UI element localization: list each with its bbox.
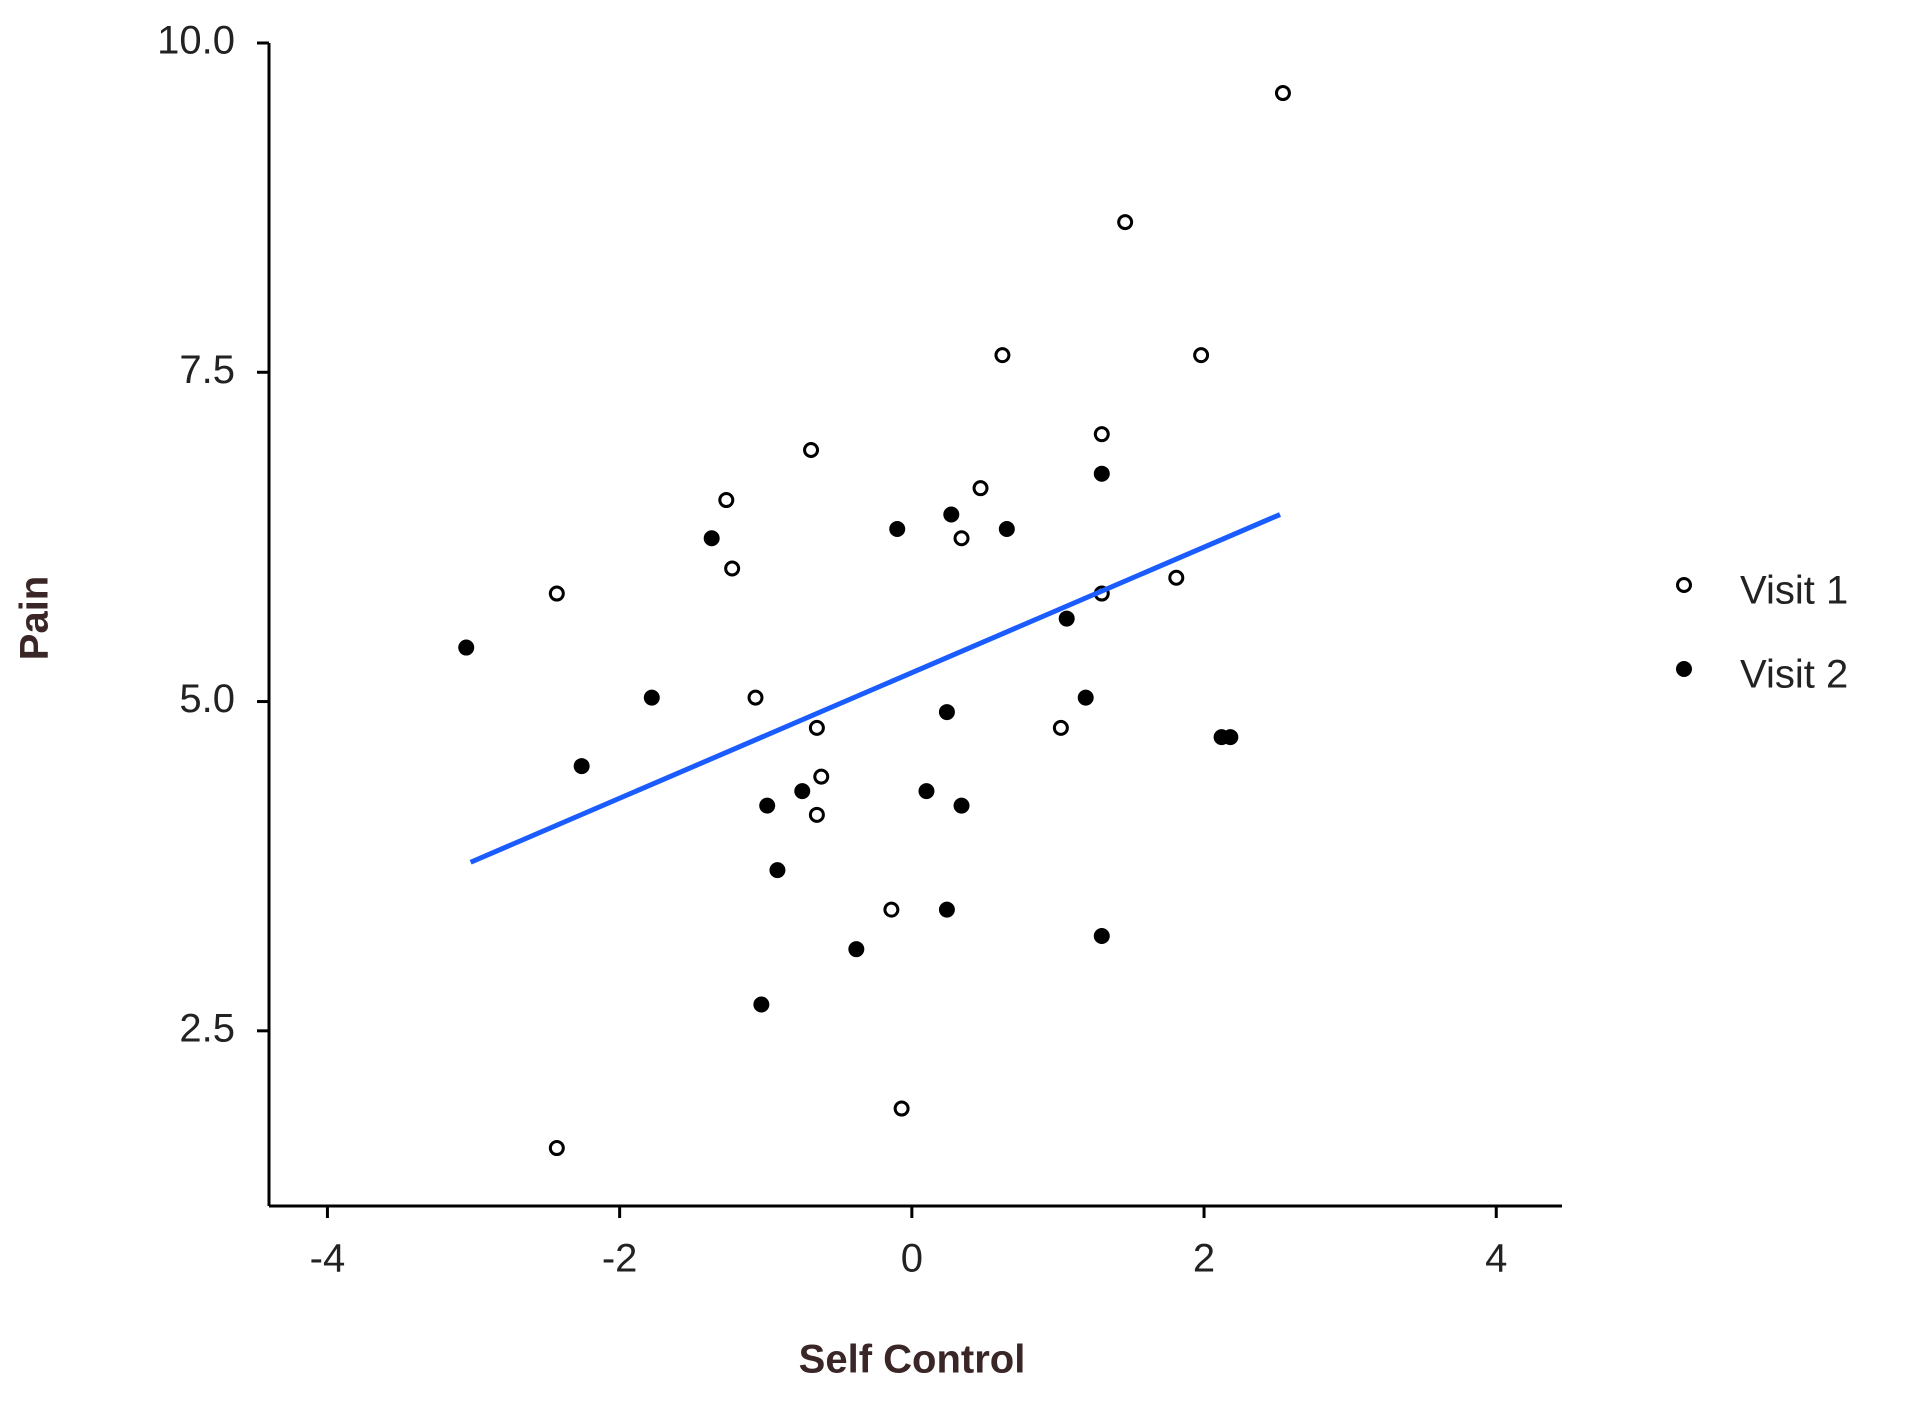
trend-line <box>469 512 1282 865</box>
open-point <box>724 560 741 577</box>
filled-point <box>1093 465 1110 482</box>
y-tick-label: 7.5 <box>179 348 235 392</box>
filled-point <box>703 530 720 547</box>
open-point <box>1117 214 1134 231</box>
filled-point <box>643 689 660 706</box>
open-point <box>972 480 989 497</box>
filled-point <box>1093 927 1110 944</box>
legend-marker <box>1676 661 1692 677</box>
x-tick-label: 4 <box>1485 1237 1507 1281</box>
y-axis-label: Pain <box>13 576 57 660</box>
filled-point <box>753 996 770 1013</box>
filled-point <box>794 783 811 800</box>
open-point <box>1052 719 1069 736</box>
open-point <box>548 585 565 602</box>
filled-point <box>938 704 955 721</box>
open-point <box>953 530 970 547</box>
x-tick-label: 2 <box>1193 1237 1215 1281</box>
filled-point <box>943 506 960 523</box>
filled-point <box>759 797 776 814</box>
y-tick-label: 5.0 <box>179 677 235 721</box>
open-point <box>1168 569 1185 586</box>
open-point <box>1274 85 1291 102</box>
x-axis-label: Self Control <box>799 1338 1026 1382</box>
filled-point <box>1222 729 1239 746</box>
x-tick-label: 0 <box>901 1237 923 1281</box>
filled-point <box>848 941 865 958</box>
open-point <box>808 806 825 823</box>
open-point <box>803 441 820 458</box>
legend-marker <box>1676 577 1692 593</box>
open-point <box>747 689 764 706</box>
filled-point <box>938 901 955 918</box>
legend-label: Visit 2 <box>1740 653 1848 697</box>
open-point <box>893 1100 910 1117</box>
open-point <box>1193 347 1210 364</box>
y-tick-label: 10.0 <box>157 19 235 63</box>
x-tick-label: -4 <box>310 1237 346 1281</box>
open-point <box>808 719 825 736</box>
open-point <box>1093 426 1110 443</box>
open-point <box>883 901 900 918</box>
filled-point <box>953 797 970 814</box>
filled-point <box>1077 689 1094 706</box>
legend-label: Visit 1 <box>1740 569 1848 613</box>
x-tick-label: -2 <box>602 1237 638 1281</box>
filled-point <box>998 521 1015 538</box>
filled-point <box>769 862 786 879</box>
open-point <box>548 1140 565 1157</box>
filled-point <box>573 758 590 775</box>
filled-point <box>1058 610 1075 627</box>
filled-point <box>458 639 475 656</box>
y-tick-label: 2.5 <box>179 1006 235 1050</box>
open-point <box>994 347 1011 364</box>
filled-point <box>889 521 906 538</box>
open-point <box>718 492 735 509</box>
open-point <box>813 768 830 785</box>
filled-point <box>918 783 935 800</box>
